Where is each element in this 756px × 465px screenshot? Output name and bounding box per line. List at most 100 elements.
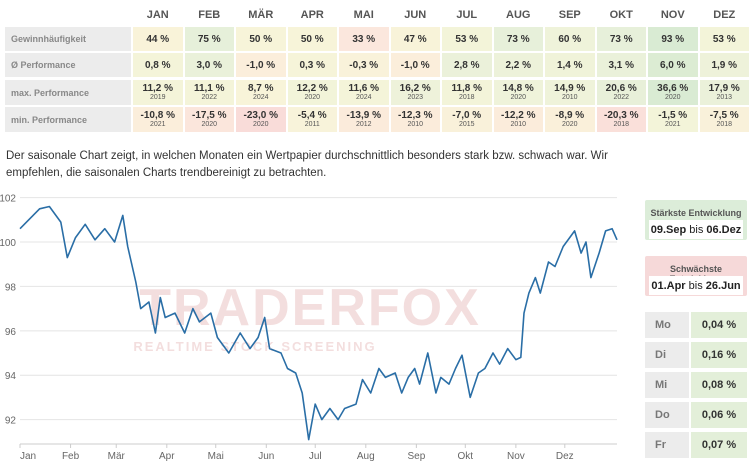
row-label: Ø Performance	[5, 53, 131, 77]
cell-year: 2021	[149, 121, 166, 128]
cell-year: 2015	[458, 121, 475, 128]
column-header: MÄR	[248, 9, 274, 21]
table-cell: -7,0 % 2015	[442, 107, 492, 132]
cell-year: 2024	[252, 94, 269, 101]
cell-value: 53 %	[455, 33, 479, 45]
cell-value: -0,3 %	[349, 59, 379, 71]
table-cell: -12,3 % 2010	[390, 107, 440, 132]
weekday-value: 0,08 %	[691, 372, 747, 398]
x-tick-label: Apr	[159, 451, 175, 462]
row-label: max. Performance	[5, 80, 131, 105]
cell-year: 2020	[304, 94, 321, 101]
table-cell: 11,1 % 2022	[184, 80, 234, 105]
column-header: JAN	[146, 9, 169, 21]
cell-value: 60 %	[558, 33, 582, 45]
cell-value: 16,2 %	[399, 83, 431, 94]
x-tick-label: Mär	[108, 451, 126, 462]
x-tick-label: Jul	[309, 451, 322, 462]
x-tick-label: Jan	[20, 451, 36, 462]
line-series	[19, 205, 618, 441]
cell-year: 2020	[561, 121, 578, 128]
table-cell: 14,9 % 2010	[545, 80, 595, 105]
cell-year: 2020	[201, 121, 218, 128]
table-cell: -12,2 % 2010	[493, 107, 543, 132]
cell-value: -7,0 %	[452, 110, 482, 121]
weekday-label: Fr	[645, 432, 689, 458]
table-cell: 11,6 % 2024	[339, 80, 389, 105]
cell-value: 6,0 %	[659, 59, 686, 71]
y-tick-label: 92	[5, 416, 17, 427]
cell-year: 2020	[664, 94, 681, 101]
cell-year: 2010	[407, 121, 424, 128]
cell-year: 2020	[252, 121, 269, 128]
x-tick-label: Feb	[62, 451, 80, 462]
chart: TRADERFOX REALTIME STOCK SCREENING 92 94 9…	[0, 194, 618, 462]
table-cell: 50 %	[287, 27, 337, 51]
strongest-from: 09.Sep	[650, 224, 687, 236]
side-panel: Stärkste Entwicklung 09.Sep bis 06.Dez S…	[640, 196, 752, 465]
cell-value: 73 %	[609, 33, 633, 45]
cell-value: 12,2 %	[296, 83, 328, 94]
column-header: APR	[300, 9, 324, 21]
weekday-value: 0,07 %	[691, 432, 747, 458]
x-tick-label: Aug	[357, 451, 375, 462]
cell-value: -1,0 %	[400, 59, 430, 71]
cell-value: 2,2 %	[505, 59, 532, 71]
y-tick-label: 94	[5, 371, 17, 382]
cell-value: 53 %	[712, 33, 736, 45]
cell-value: 0,8 %	[144, 59, 171, 71]
weakest-sep: bis	[688, 280, 703, 292]
cell-value: 93 %	[661, 33, 685, 45]
table-cell: -5,4 % 2011	[287, 107, 337, 132]
cell-year: 2022	[613, 94, 630, 101]
table-cell: 73 %	[596, 27, 646, 51]
cell-year: 2022	[201, 94, 218, 101]
weakest-to: 26.Jun	[705, 280, 741, 292]
table-cell: -20,3 % 2018	[596, 107, 646, 132]
table-cell: -8,9 % 2020	[545, 107, 595, 132]
table-cell: -17,5 % 2020	[184, 107, 234, 132]
cell-value: 20,6 %	[605, 83, 637, 94]
table-cell: 50 %	[236, 27, 286, 51]
x-tick-label: Okt	[458, 451, 474, 462]
strongest-range: 09.Sep bis 06.Dez	[649, 220, 743, 239]
cell-year: 2023	[407, 94, 424, 101]
column-header: DEZ	[713, 9, 736, 21]
weekday-value: 0,16 %	[691, 342, 747, 368]
cell-value: -13,9 %	[346, 110, 381, 121]
weekday-value: 0,06 %	[691, 402, 747, 428]
cell-value: 14,8 %	[502, 83, 534, 94]
cell-year: 2019	[149, 94, 166, 101]
table-cell: 93 %	[648, 27, 698, 51]
cell-value: 47 %	[403, 33, 427, 45]
table-cell: 1,9 %	[699, 53, 749, 77]
column-header: JUN	[404, 9, 427, 21]
cell-value: -17,5 %	[192, 110, 227, 121]
cell-value: -20,3 %	[604, 110, 639, 121]
table-cell: 36,6 % 2020	[648, 80, 698, 105]
cell-value: -8,9 %	[555, 110, 585, 121]
cell-year: 2010	[510, 121, 527, 128]
cell-value: -7,5 %	[709, 110, 739, 121]
table-cell: 44 %	[133, 27, 183, 51]
cell-value: 36,6 %	[657, 83, 689, 94]
cell-year: 2013	[716, 94, 733, 101]
y-tick-label: 100	[0, 238, 16, 249]
table-cell: -23,0 % 2020	[236, 107, 286, 132]
table-cell: 2,2 %	[493, 53, 543, 77]
cell-value: 75 %	[197, 33, 221, 45]
cell-value: -23,0 %	[243, 110, 278, 121]
cell-value: 3,1 %	[608, 59, 635, 71]
description: Der saisonale Chart zeigt, in welchen Mo…	[6, 150, 608, 179]
table-cell: 0,8 %	[133, 53, 183, 77]
cell-value: -10,8 %	[140, 110, 175, 121]
table-cell: 0,3 %	[287, 53, 337, 77]
table-cell: 47 %	[390, 27, 440, 51]
x-tick-label: Nov	[507, 451, 525, 462]
table-cell: 11,2 % 2019	[133, 80, 183, 105]
table-cell: 11,8 % 2018	[442, 80, 492, 105]
weekday-label: Mi	[645, 372, 689, 398]
cell-year: 2010	[561, 94, 578, 101]
row-label: Gewinnhäufigkeit	[5, 27, 131, 51]
